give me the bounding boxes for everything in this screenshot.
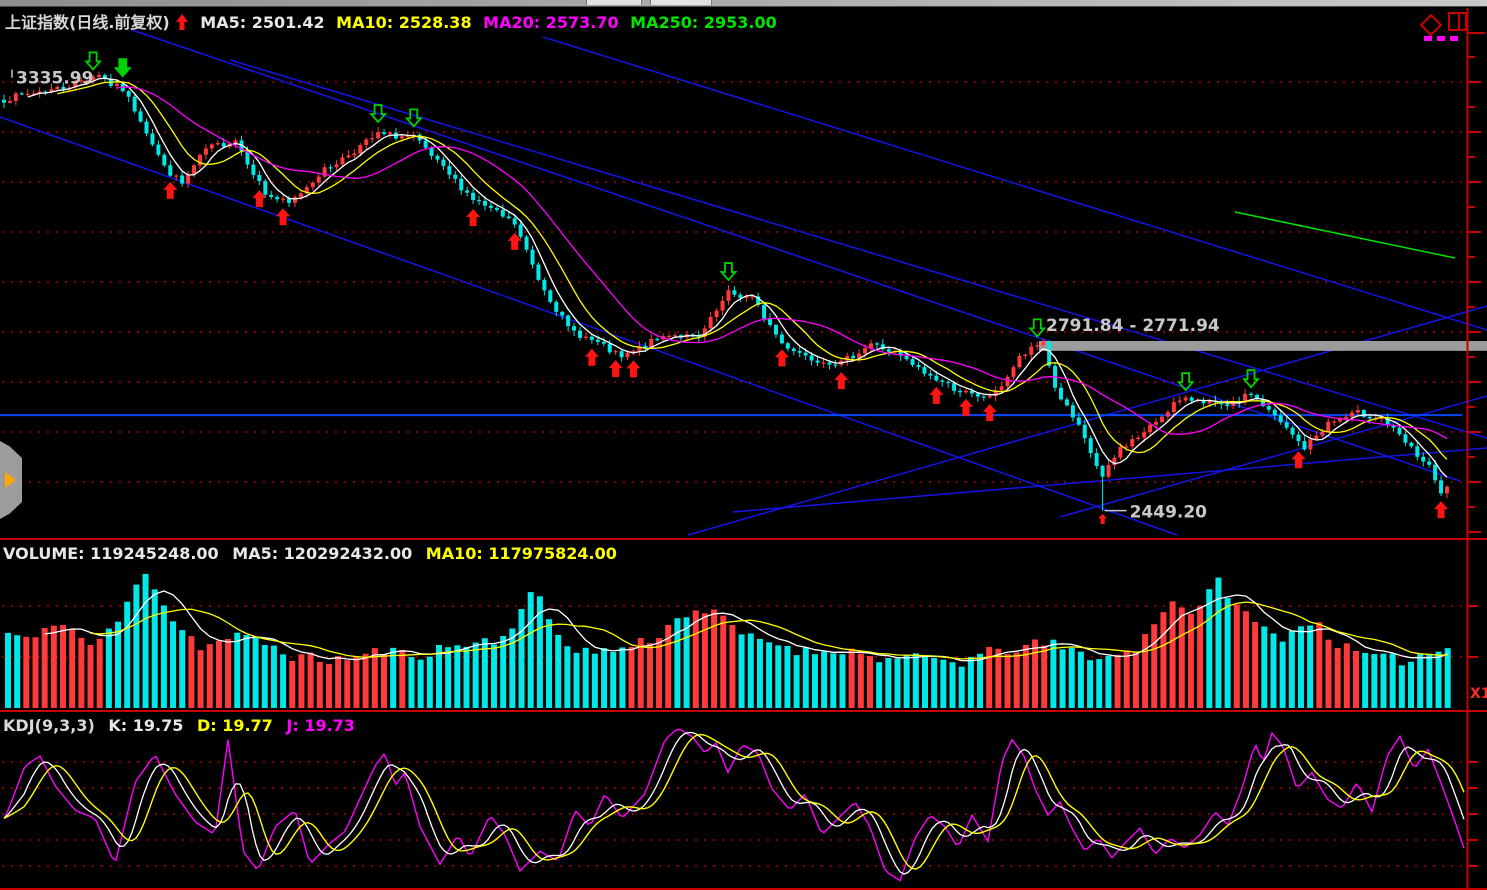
expand-arrow-icon: [5, 472, 16, 488]
diamond-tool-icon[interactable]: [1419, 13, 1443, 37]
kdj-name: KDJ(9,3,3): [3, 716, 95, 735]
axis-corner-label: X1: [1470, 686, 1487, 702]
volume-value: VOLUME: 119245248.00: [3, 544, 219, 563]
window-tab[interactable]: [650, 0, 712, 5]
symbol-title: 上证指数(日线.前复权): [5, 13, 170, 32]
kdj-k-value: K: 19.75: [108, 716, 184, 735]
svg-text:2449.20: 2449.20: [1130, 503, 1208, 523]
svg-text:3335.99: 3335.99: [16, 69, 93, 89]
ma5-value: MA5: 2501.42: [200, 13, 325, 32]
ma250-value: MA250: 2953.00: [630, 13, 777, 32]
window-top-strip: [0, 0, 1487, 7]
volume-ma5-value: MA5: 120292432.00: [232, 544, 413, 563]
main-candlestick-chart[interactable]: 3335.99 2791.84 - 2771.94 2449.20: [0, 28, 1487, 540]
main-chart-header: 上证指数(日线.前复权) MA5: 2501.42 MA10: 2528.38 …: [5, 9, 783, 33]
kdj-chart[interactable]: [0, 710, 1487, 890]
window-layout-icon[interactable]: [1448, 12, 1467, 31]
kdj-d-value: D: 19.77: [196, 716, 273, 735]
volume-chart[interactable]: [0, 538, 1487, 710]
ma10-value: MA10: 2528.38: [336, 13, 472, 32]
window-tab[interactable]: [586, 0, 642, 5]
volume-ma10-value: MA10: 117975824.00: [425, 544, 617, 563]
ma20-value: MA20: 2573.70: [483, 13, 619, 32]
left-panel-toggle[interactable]: [0, 441, 22, 519]
up-arrow-icon: [176, 14, 189, 30]
volume-header: VOLUME: 119245248.00 MA5: 120292432.00 M…: [3, 544, 625, 563]
chart-toolbar: [1419, 12, 1467, 37]
svg-text:2791.84 - 2771.94: 2791.84 - 2771.94: [1046, 316, 1220, 336]
kdj-header: KDJ(9,3,3) K: 19.75 D: 19.77 J: 19.73: [3, 716, 363, 735]
magenta-dashes-icon: [1424, 36, 1458, 41]
kdj-j-value: J: 19.73: [286, 716, 355, 735]
